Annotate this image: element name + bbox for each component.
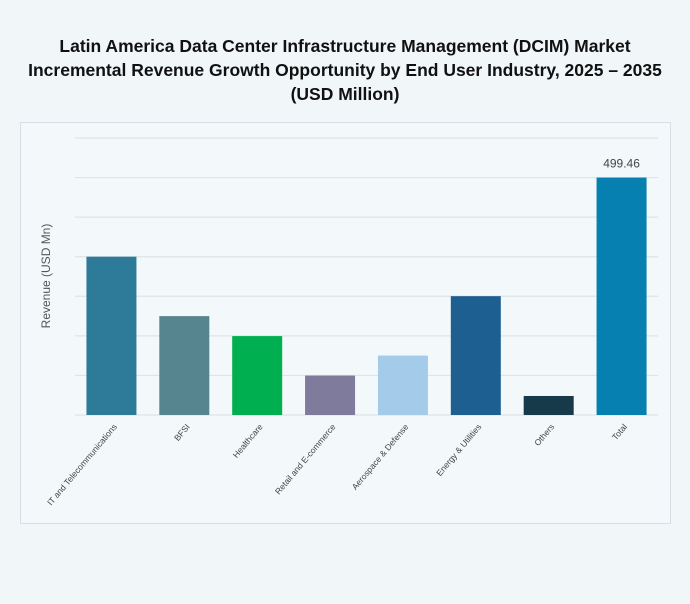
bar-energy-utilities bbox=[450, 296, 501, 415]
x-tick-label: BFSI bbox=[172, 422, 192, 443]
x-tick-label: Energy & Utilities bbox=[434, 422, 483, 478]
bar-others bbox=[523, 395, 574, 415]
title-line-2: Incremental Revenue Growth Opportunity b… bbox=[28, 60, 662, 80]
title-line-3: (USD Million) bbox=[290, 84, 400, 104]
bar-aerospace-defense bbox=[377, 355, 428, 415]
bar-retail-and-e-commerce bbox=[305, 375, 356, 415]
title-line-1: Latin America Data Center Infrastructure… bbox=[59, 36, 631, 56]
x-tick-label: Others bbox=[532, 422, 556, 448]
y-axis-label: Revenue (USD Mn) bbox=[39, 224, 53, 329]
x-tick-label: Aerospace & Defense bbox=[350, 422, 411, 492]
x-tick-label: Retail and E-commerce bbox=[273, 422, 338, 497]
data-label: 499.46 bbox=[603, 157, 640, 171]
bar-bfsi bbox=[159, 316, 210, 415]
bar-it-and-telecommunications bbox=[86, 256, 137, 415]
x-tick-label: Total bbox=[610, 422, 629, 442]
bar-healthcare bbox=[232, 336, 283, 415]
bar-total bbox=[596, 177, 647, 415]
x-tick-label: IT and Telecommunications bbox=[45, 422, 119, 507]
x-tick-label: Healthcare bbox=[231, 422, 265, 460]
chart-title: Latin America Data Center Infrastructure… bbox=[0, 34, 690, 106]
